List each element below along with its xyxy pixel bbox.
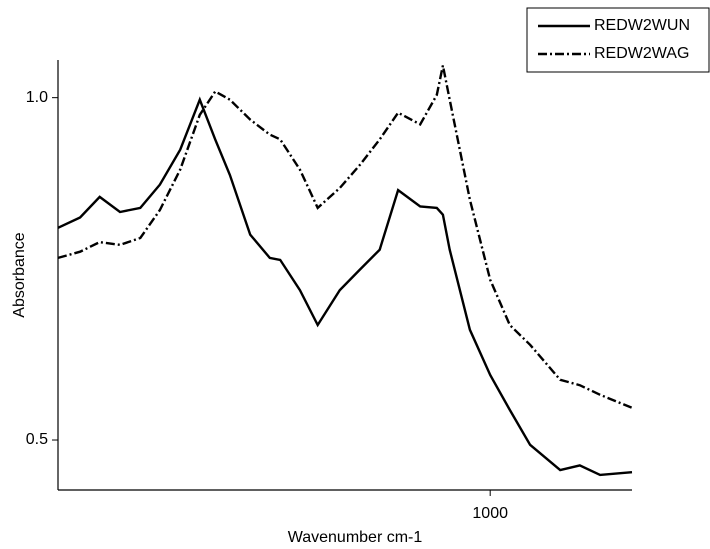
x-tick-label: 1000 bbox=[472, 505, 508, 522]
y-tick-label: 1.0 bbox=[26, 89, 48, 106]
y-axis-label: Absorbance bbox=[11, 232, 28, 317]
legend-label: REDW2WUN bbox=[594, 17, 690, 34]
legend-label: REDW2WAG bbox=[594, 45, 689, 62]
legend-box bbox=[526, 7, 710, 73]
x-axis-label: Wavenumber cm-1 bbox=[288, 529, 423, 546]
y-tick-label: 0.5 bbox=[26, 431, 48, 448]
series-line bbox=[57, 65, 633, 409]
series-line bbox=[57, 96, 633, 477]
